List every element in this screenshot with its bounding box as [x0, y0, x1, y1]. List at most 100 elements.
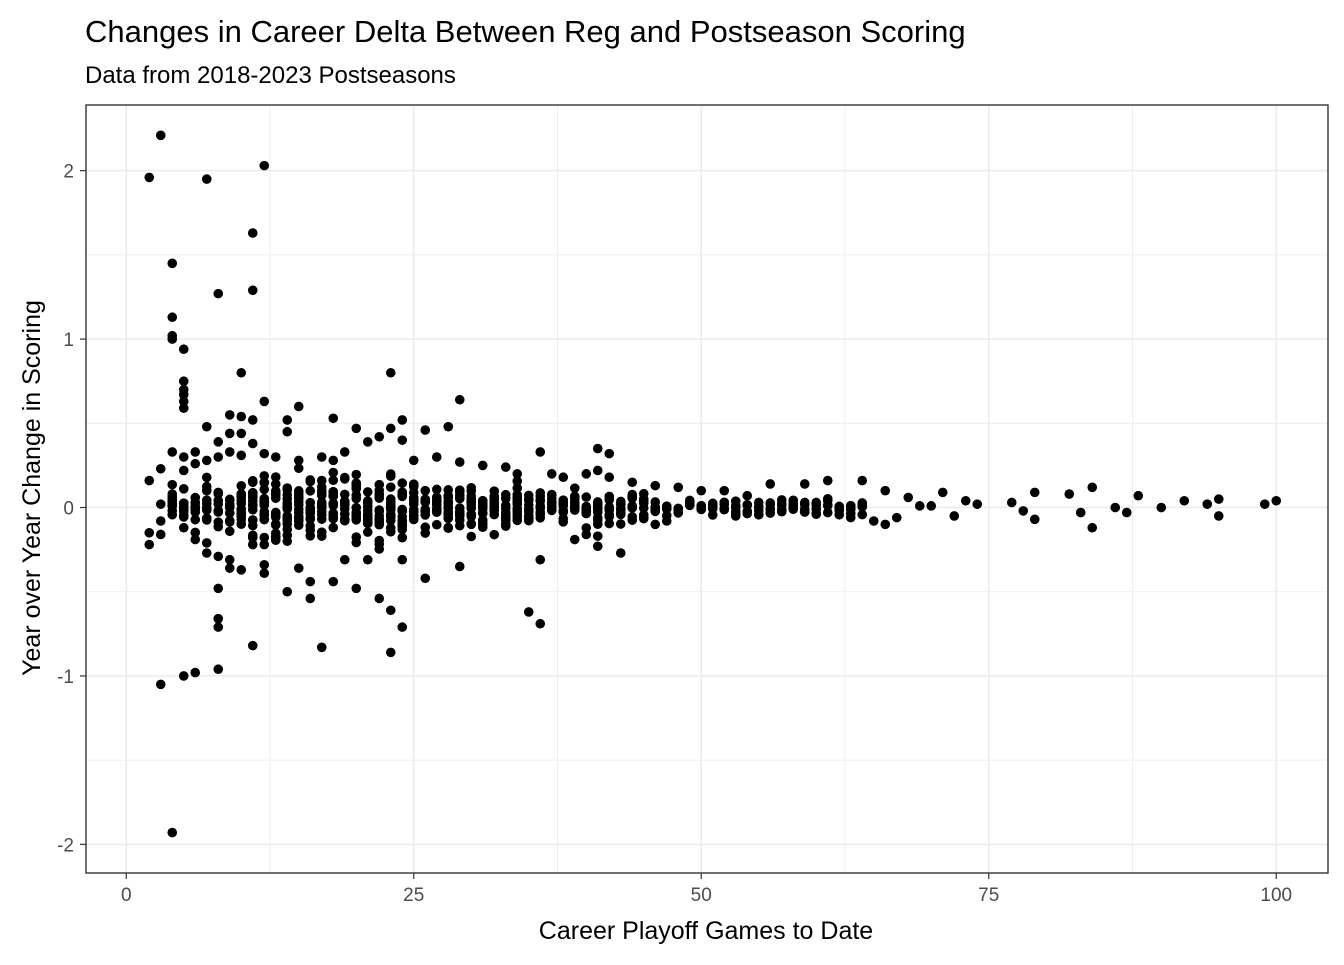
- panel-border: [85, 104, 1329, 874]
- data-point: [339, 474, 350, 484]
- data-point: [880, 519, 891, 530]
- data-point: [328, 455, 339, 466]
- data-point: [581, 504, 592, 515]
- data-point: [489, 509, 500, 520]
- data-point: [385, 471, 396, 482]
- x-axis-label: Career Playoff Games to Date: [539, 917, 873, 945]
- data-point: [259, 497, 270, 508]
- data-point: [374, 493, 385, 503]
- data-point: [339, 509, 350, 519]
- data-point: [1213, 494, 1224, 504]
- data-point: [477, 497, 488, 507]
- data-point: [385, 605, 396, 616]
- data-point: [604, 511, 615, 522]
- data-point: [190, 534, 201, 545]
- data-point: [213, 664, 224, 675]
- data-point: [546, 502, 557, 513]
- data-point: [535, 447, 546, 457]
- data-point: [397, 532, 408, 543]
- data-point: [224, 494, 235, 505]
- data-point: [374, 535, 385, 546]
- data-point: [385, 501, 396, 512]
- data-point: [201, 498, 212, 509]
- data-point: [167, 447, 178, 457]
- data-point: [1179, 495, 1190, 506]
- data-point: [914, 501, 925, 511]
- data-point: [282, 586, 293, 597]
- data-point: [500, 462, 511, 472]
- data-point: [707, 498, 718, 509]
- data-point: [362, 554, 373, 565]
- data-point: [811, 508, 822, 518]
- data-point: [178, 522, 189, 533]
- data-point: [650, 504, 661, 515]
- data-point: [190, 527, 201, 538]
- data-point: [489, 491, 500, 502]
- data-point: [627, 493, 638, 504]
- data-point: [259, 160, 270, 171]
- data-point: [857, 509, 868, 520]
- data-point: [236, 489, 247, 499]
- data-point: [1018, 506, 1029, 516]
- data-point: [213, 437, 224, 447]
- data-point: [1271, 495, 1282, 506]
- data-point: [247, 489, 258, 500]
- data-point: [397, 504, 408, 515]
- data-point: [512, 483, 523, 493]
- data-point: [259, 448, 270, 459]
- data-point: [374, 593, 385, 604]
- data-point: [259, 532, 270, 543]
- data-point: [604, 494, 615, 505]
- data-point: [213, 551, 224, 562]
- data-point: [305, 531, 316, 541]
- data-point: [684, 498, 695, 508]
- data-point: [1087, 482, 1098, 493]
- data-point: [661, 510, 672, 521]
- data-point: [926, 501, 937, 511]
- data-point: [259, 477, 270, 488]
- data-point: [167, 509, 178, 520]
- data-point: [374, 544, 385, 554]
- data-point: [328, 467, 339, 478]
- data-point: [581, 492, 592, 502]
- data-point: [385, 423, 396, 434]
- data-point: [236, 367, 247, 378]
- data-point: [178, 498, 189, 509]
- data-point: [247, 496, 258, 506]
- data-point: [270, 535, 281, 545]
- data-point: [1110, 502, 1121, 513]
- data-point: [385, 482, 396, 492]
- data-point: [201, 472, 212, 483]
- data-point: [431, 452, 442, 462]
- data-point: [535, 513, 546, 523]
- data-point: [282, 511, 293, 521]
- data-point: [339, 447, 350, 457]
- data-point: [305, 576, 316, 587]
- data-point: [535, 488, 546, 498]
- data-point: [397, 478, 408, 488]
- data-point: [604, 472, 615, 483]
- data-point: [190, 514, 201, 525]
- data-point: [328, 522, 339, 533]
- minor-gridlines: [86, 105, 1328, 873]
- data-point: [1029, 487, 1040, 498]
- data-point: [822, 507, 833, 518]
- data-point: [512, 496, 523, 507]
- data-point: [569, 534, 580, 545]
- data-point: [201, 485, 212, 496]
- data-point: [707, 510, 718, 520]
- y-tick-label: -2: [57, 835, 74, 856]
- data-point: [374, 511, 385, 521]
- data-point: [362, 437, 373, 447]
- data-point: [144, 539, 155, 550]
- data-point: [443, 523, 454, 534]
- data-point: [937, 487, 948, 498]
- data-point: [477, 519, 488, 529]
- data-point: [466, 531, 477, 542]
- data-point: [776, 504, 787, 515]
- data-point: [351, 423, 362, 434]
- data-point: [316, 486, 327, 496]
- data-point: [523, 504, 534, 515]
- data-point: [259, 484, 270, 495]
- data-point: [604, 504, 615, 515]
